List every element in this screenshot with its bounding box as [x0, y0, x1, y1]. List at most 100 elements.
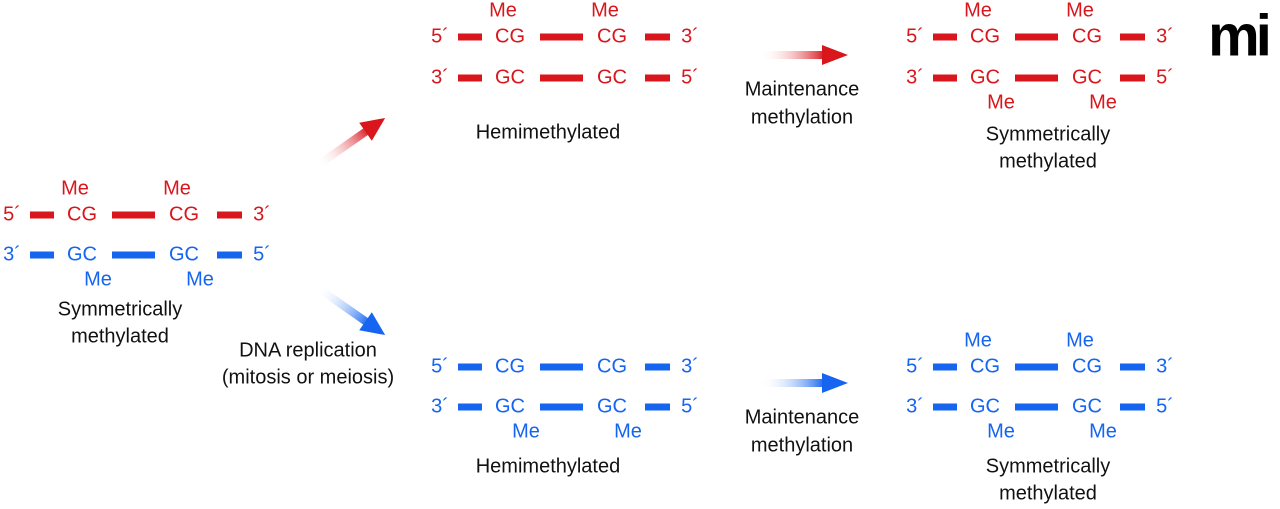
logo: mi: [1208, 3, 1269, 68]
strand-segment: [1015, 33, 1058, 41]
strand-segment: [645, 403, 670, 411]
strand-label: 3´: [1156, 25, 1174, 47]
maintenance-label: Maintenance: [745, 406, 860, 428]
strand-label: 5´: [431, 25, 449, 47]
methyl-label: Me: [1066, 329, 1094, 351]
methyl-label: Me: [964, 0, 992, 21]
strand-label: 5´: [906, 355, 924, 377]
strand-label: CG: [970, 355, 1000, 377]
strand-label: CG: [970, 25, 1000, 47]
arrow-blue: [760, 373, 848, 393]
strand-segment: [540, 403, 583, 411]
strand-label: CG: [169, 203, 199, 225]
methyl-label: Me: [1066, 0, 1094, 21]
strand-label: GC: [495, 395, 525, 417]
strand-label: 3´: [3, 243, 21, 265]
methyl-label: Me: [489, 0, 517, 21]
methyl-label: Me: [1089, 91, 1117, 113]
strand-label: 3´: [681, 25, 699, 47]
methyl-label: Me: [163, 177, 191, 199]
arrow-red: [760, 45, 848, 65]
strand-segment: [112, 251, 155, 259]
arrow-red-diagonal: [315, 117, 386, 169]
strand-label: 3´: [906, 66, 924, 88]
strand-label: GC: [970, 66, 1000, 88]
methyl-label: Me: [61, 177, 89, 199]
arrow-blue-diagonal: [315, 284, 386, 336]
strand-segment: [540, 363, 583, 371]
strand-segment: [112, 211, 155, 219]
strand-segment: [645, 74, 670, 82]
methyl-label: Me: [186, 268, 214, 290]
caption: Symmetrically: [58, 298, 182, 320]
methyl-label: Me: [1089, 420, 1117, 442]
strand-segment: [645, 363, 670, 371]
strand-label: 5´: [906, 25, 924, 47]
strand-segment: [1015, 74, 1058, 82]
strand-segment: [1015, 363, 1058, 371]
replication-label: (mitosis or meiosis): [222, 366, 394, 388]
methyl-label: Me: [987, 420, 1015, 442]
strand-label: CG: [495, 355, 525, 377]
strand-segment: [30, 251, 54, 259]
strand-label: 3´: [906, 395, 924, 417]
strand-label: 3´: [681, 355, 699, 377]
methyl-label: Me: [987, 91, 1015, 113]
strand-label: 3´: [1156, 355, 1174, 377]
strand-label: GC: [495, 66, 525, 88]
strand-segment: [933, 363, 957, 371]
maintenance-label: methylation: [751, 106, 853, 128]
strand-label: 5´: [681, 395, 699, 417]
strand-segment: [540, 74, 583, 82]
strand-segment: [540, 33, 583, 41]
strand-label: 3´: [431, 66, 449, 88]
strand-label: 5´: [3, 203, 21, 225]
strand-label: 5´: [1156, 395, 1174, 417]
strand-label: GC: [970, 395, 1000, 417]
strand-label: 3´: [431, 395, 449, 417]
strand-segment: [458, 33, 482, 41]
methyl-label: Me: [964, 329, 992, 351]
maintenance-label: methylation: [751, 434, 853, 456]
strand-segment: [30, 211, 54, 219]
strand-segment: [933, 74, 957, 82]
strand-label: 5´: [681, 66, 699, 88]
caption: methylated: [71, 325, 169, 347]
methyl-label: Me: [512, 420, 540, 442]
strand-label: GC: [597, 395, 627, 417]
strand-segment: [458, 403, 482, 411]
strand-segment: [1120, 74, 1145, 82]
strand-segment: [1015, 403, 1058, 411]
caption: methylated: [999, 150, 1097, 172]
strand-label: CG: [597, 355, 627, 377]
strand-label: GC: [169, 243, 199, 265]
strand-segment: [458, 74, 482, 82]
strand-label: CG: [495, 25, 525, 47]
caption: Hemimethylated: [476, 455, 621, 477]
strand-label: CG: [1072, 25, 1102, 47]
strand-label: GC: [1072, 66, 1102, 88]
strand-segment: [1120, 363, 1145, 371]
caption: methylated: [999, 482, 1097, 504]
strand-segment: [458, 363, 482, 371]
caption: Symmetrically: [986, 455, 1110, 477]
strand-label: 5´: [1156, 66, 1174, 88]
strand-segment: [933, 33, 957, 41]
strand-label: CG: [597, 25, 627, 47]
strand-label: CG: [1072, 355, 1102, 377]
caption: Hemimethylated: [476, 121, 621, 143]
replication-label: DNA replication: [239, 339, 377, 361]
strand-segment: [217, 251, 242, 259]
maintenance-label: Maintenance: [745, 78, 860, 100]
strand-segment: [645, 33, 670, 41]
strand-segment: [933, 403, 957, 411]
strand-label: GC: [1072, 395, 1102, 417]
strand-segment: [1120, 403, 1145, 411]
methyl-label: Me: [614, 420, 642, 442]
strand-label: 5´: [253, 243, 271, 265]
strand-label: GC: [67, 243, 97, 265]
strand-label: 5´: [431, 355, 449, 377]
strand-segment: [217, 211, 242, 219]
strand-label: 3´: [253, 203, 271, 225]
